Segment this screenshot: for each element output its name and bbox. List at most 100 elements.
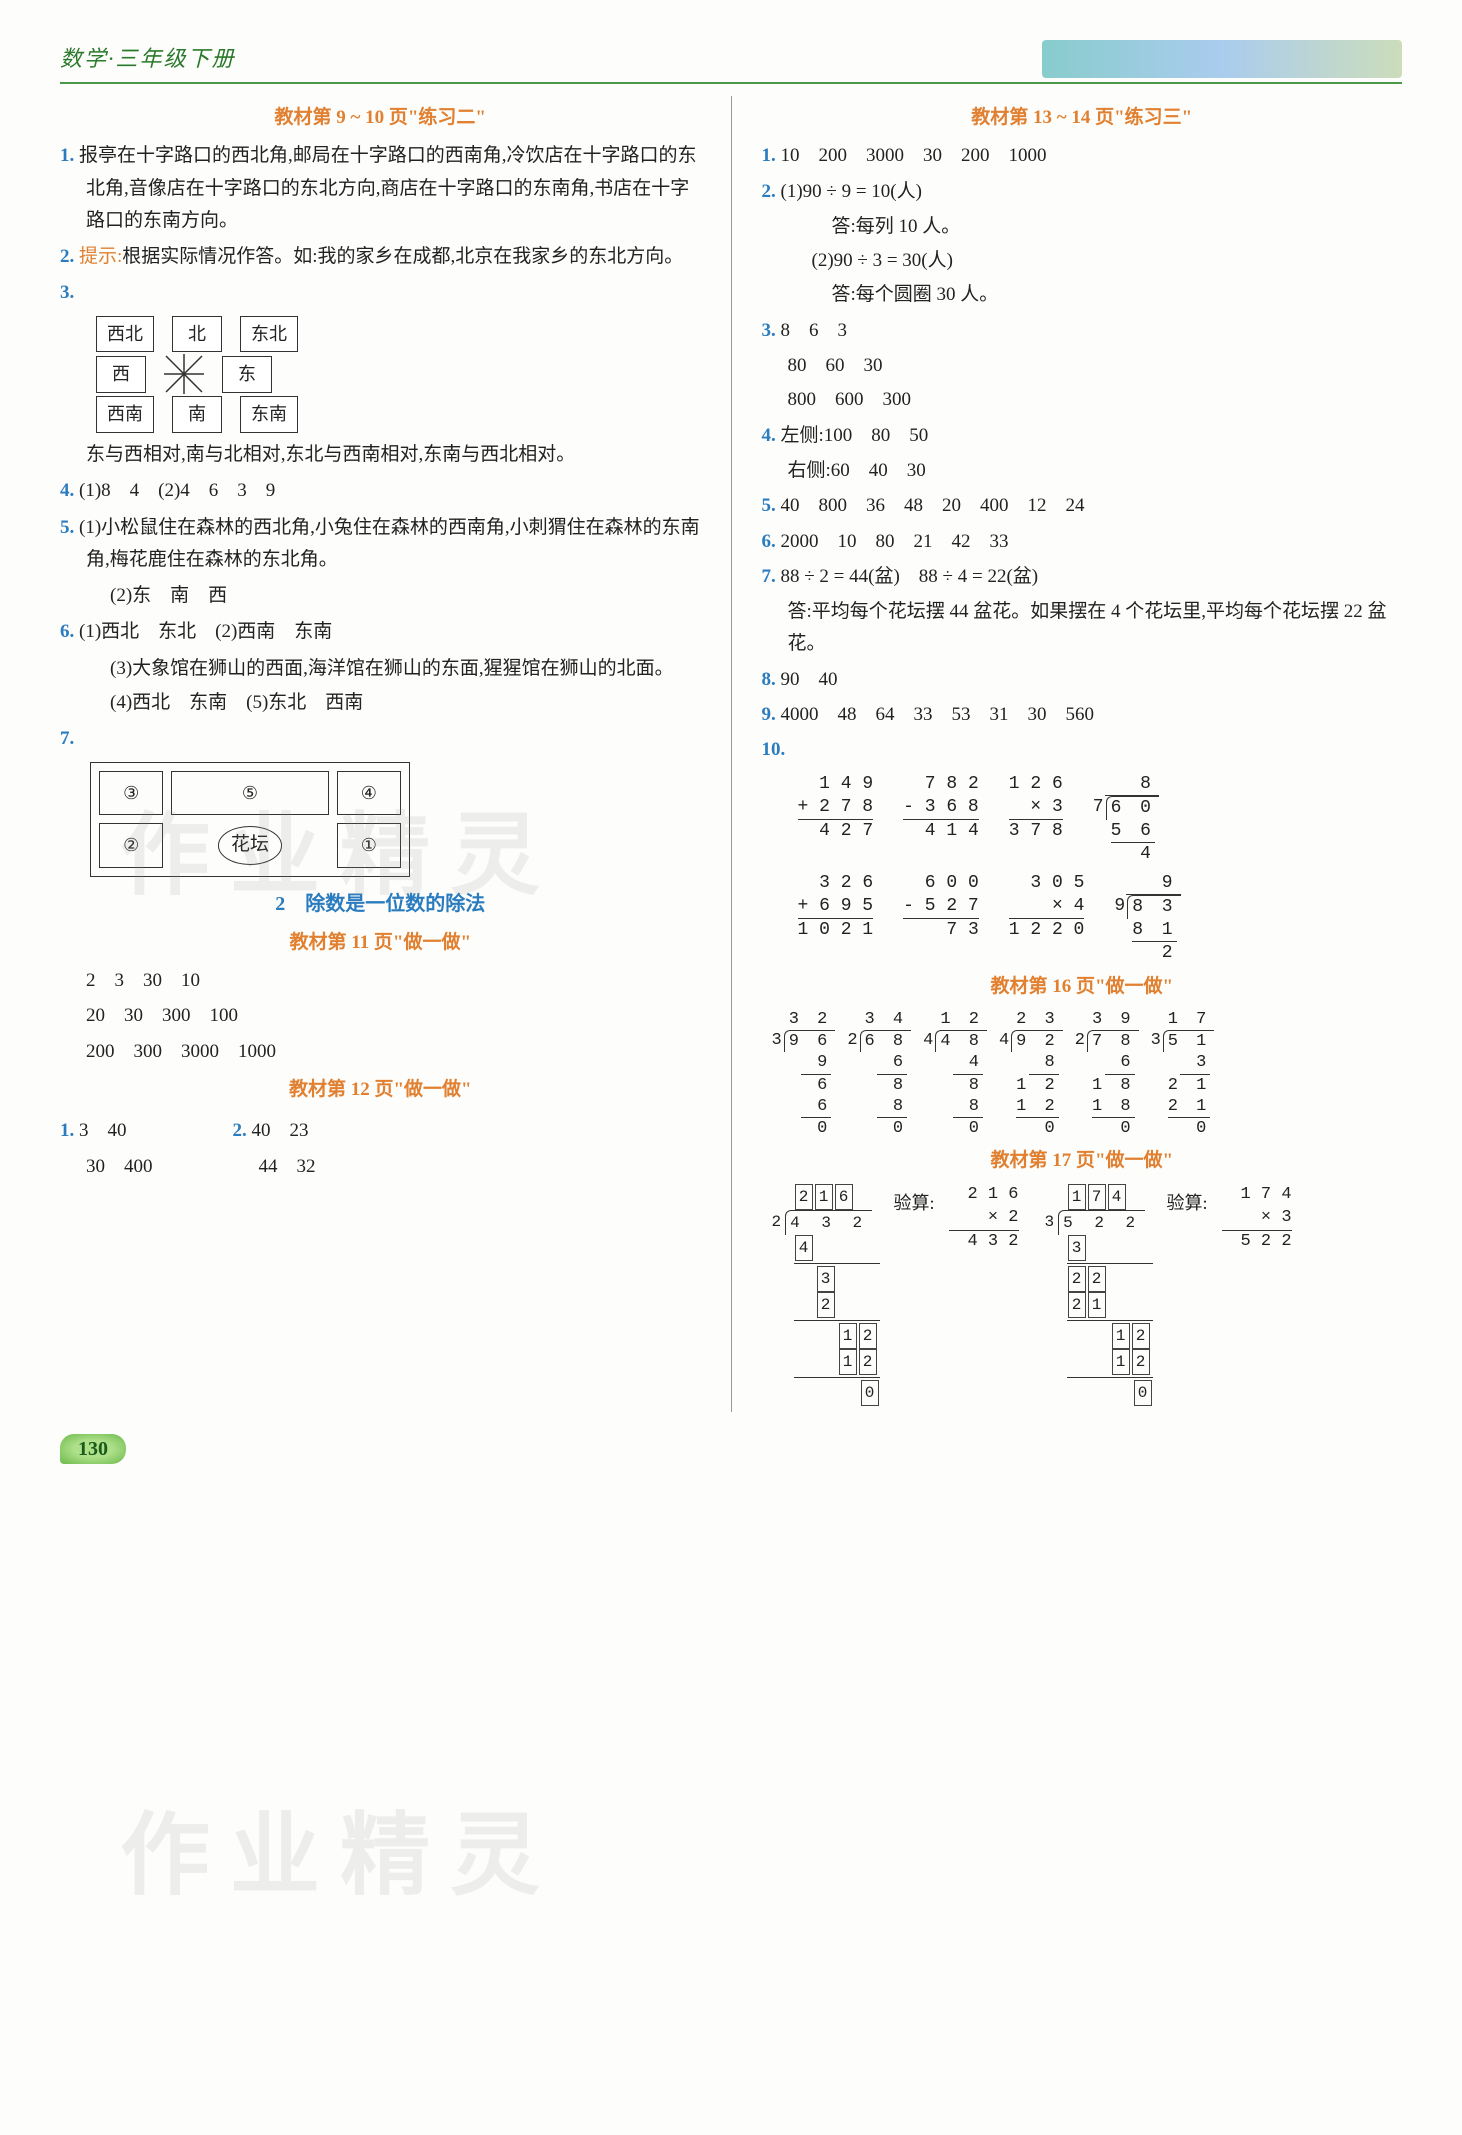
- arith-problem: 7 8 2- 3 6 84 1 4: [903, 773, 979, 866]
- q-num: 1.: [60, 145, 79, 166]
- check-problem: 216 24 3 2 43212120验算:2 1 6× 24 3 2: [772, 1184, 1019, 1406]
- content-columns: 教材第 9 ~ 10 页"练习二" 1. 报亭在十字路口的西北角,邮局在十字路口…: [60, 96, 1402, 1412]
- q2-text: 根据实际情况作答。如:我的家乡在成都,北京在我家乡的东北方向。: [122, 246, 683, 267]
- arith-problem: 1 2 6× 33 7 8: [1009, 773, 1063, 866]
- garden-diagram: ③ ⑤ ④ ② 花坛 ①: [90, 762, 410, 877]
- p17-group: 216 24 3 2 43212120验算:2 1 6× 24 3 2174 3…: [772, 1184, 1403, 1406]
- check-multiplication: 1 7 4× 35 2 2: [1222, 1184, 1292, 1406]
- boxed-longdiv: 216 24 3 2 43212120: [772, 1184, 880, 1406]
- compass-w: 西: [96, 356, 146, 393]
- r-q10: 10.: [762, 734, 1403, 766]
- compass-s: 南: [172, 396, 222, 433]
- garden-oval: 花坛: [218, 826, 282, 864]
- r-q5: 5. 40 800 36 48 20 400 12 24: [762, 490, 1403, 522]
- arith-problem: 3 0 5× 41 2 2 0: [1009, 872, 1085, 965]
- r-q1: 1. 10 200 3000 30 200 1000: [762, 140, 1403, 172]
- longdiv-problem: 9 98 3 8 1 2: [1114, 872, 1180, 965]
- watermark: 作业精灵: [120, 1780, 560, 1933]
- r-q5-text: 40 800 36 48 20 400 12 24: [781, 495, 1085, 516]
- longdiv-problem: 1 7 35 1 3 2 1 2 1 0: [1151, 1009, 1215, 1140]
- boxed-longdiv: 174 35 2 2 3222112120: [1045, 1184, 1153, 1406]
- check-problem: 174 35 2 2 3222112120验算:1 7 4× 35 2 2: [1045, 1184, 1292, 1406]
- longdiv-problem: 3 2 39 6 9 6 6 0: [772, 1009, 836, 1140]
- compass-sw: 西南: [96, 396, 154, 433]
- q-num: 6.: [60, 621, 79, 642]
- q3-text: 东与西相对,南与北相对,东北与西南相对,东南与西北相对。: [60, 439, 701, 471]
- p12-q1a: 3 40: [79, 1120, 127, 1141]
- r-q9-text: 4000 48 64 33 53 31 30 560: [781, 704, 1095, 725]
- q2: 2. 提示:根据实际情况作答。如:我的家乡在成都,北京在我家乡的东北方向。: [60, 241, 701, 273]
- page-number-container: 130: [60, 1432, 1402, 1466]
- page-header: 数学·三年级下册: [60, 40, 1402, 84]
- garden-cell: ④: [337, 771, 401, 816]
- q-num: 9.: [762, 704, 781, 725]
- p12-q2a: 40 23: [252, 1120, 309, 1141]
- page-number: 130: [60, 1434, 126, 1464]
- r-q4: 4. 左侧:100 80 50: [762, 420, 1403, 452]
- longdiv-problem: 2 3 49 2 8 1 2 1 2 0: [999, 1009, 1063, 1140]
- arith-problem: 3 2 6+ 6 9 51 0 2 1: [798, 872, 874, 965]
- garden-center: 花坛: [171, 823, 328, 868]
- arith-problem: 1 4 9+ 2 7 84 2 7: [798, 773, 874, 866]
- section-subtitle: 教材第 12 页"做一做": [60, 1074, 701, 1106]
- longdiv-problem: 8 76 0 5 6 4: [1093, 773, 1159, 866]
- section-title: 教材第 13 ~ 14 页"练习三": [762, 102, 1403, 134]
- q6-4: (4)西北 东南 (5)东北 西南: [60, 687, 701, 719]
- section-subtitle: 教材第 11 页"做一做": [60, 927, 701, 959]
- header-decoration: [1042, 40, 1402, 78]
- q4-text: (1)8 4 (2)4 6 3 9: [79, 480, 275, 501]
- q-num: 5.: [762, 495, 781, 516]
- p12-q1: 1. 3 40: [60, 1115, 153, 1147]
- p12-q1b: 30 400: [60, 1151, 153, 1183]
- r-q3-r1: 8 6 3: [781, 320, 848, 341]
- q1-text: 报亭在十字路口的西北角,邮局在十字路口的西南角,冷饮店在十字路口的东北角,音像店…: [79, 145, 697, 231]
- page-title: 数学·三年级下册: [60, 40, 236, 77]
- q-num: 3.: [60, 282, 74, 303]
- q10-arith-row1: 1 4 9+ 2 7 84 2 7 7 8 2- 3 6 84 1 4 1 2 6×…: [798, 773, 1403, 866]
- r-q3-r2: 80 60 30: [762, 350, 1403, 382]
- r-q6-text: 2000 10 80 21 42 33: [781, 531, 1009, 552]
- p11-r3: 200 300 3000 1000: [60, 1036, 701, 1068]
- r-q8: 8. 90 40: [762, 664, 1403, 696]
- q6-3: (3)大象馆在狮山的西面,海洋馆在狮山的东面,猩猩馆在狮山的北面。: [60, 653, 701, 685]
- q6-1: (1)西北 东北 (2)西南 东南: [79, 621, 332, 642]
- check-multiplication: 2 1 6× 24 3 2: [949, 1184, 1019, 1406]
- r-q7-2: 答:平均每个花坛摆 44 盆花。如果摆在 4 个花坛里,平均每个花坛摆 22 盆…: [762, 596, 1403, 661]
- q10-arith-row2: 3 2 6+ 6 9 51 0 2 16 0 0- 5 2 77 33 0 5×…: [798, 872, 1403, 965]
- p11-r1: 2 3 30 10: [60, 965, 701, 997]
- q-num: 4.: [60, 480, 79, 501]
- q3: 3.: [60, 277, 701, 309]
- longdiv-problem: 3 9 27 8 6 1 8 1 8 0: [1075, 1009, 1139, 1140]
- q-num: 10.: [762, 739, 786, 760]
- compass-diagram: 西北 北 东北 西: [96, 316, 701, 433]
- r-q2-2a: 答:每个圆圈 30 人。: [762, 279, 1403, 311]
- r-q7-1: 88 ÷ 2 = 44(盆) 88 ÷ 4 = 22(盆): [781, 566, 1039, 587]
- q4: 4. (1)8 4 (2)4 6 3 9: [60, 475, 701, 507]
- r-q2: 2. (1)90 ÷ 9 = 10(人): [762, 176, 1403, 208]
- q-num: 7.: [762, 566, 781, 587]
- p12-q2: 2. 40 23: [233, 1115, 316, 1147]
- garden-cell: ②: [99, 823, 163, 868]
- r-q2-1: (1)90 ÷ 9 = 10(人): [781, 181, 922, 202]
- garden-cell: ⑤: [171, 771, 328, 816]
- section-title: 教材第 9 ~ 10 页"练习二": [60, 102, 701, 134]
- p11-r2: 20 30 300 100: [60, 1000, 701, 1032]
- q-num: 6.: [762, 531, 781, 552]
- section-subtitle: 教材第 17 页"做一做": [762, 1145, 1403, 1177]
- r-q1-text: 10 200 3000 30 200 1000: [781, 145, 1047, 166]
- q-num: 1.: [60, 1120, 79, 1141]
- q1: 1. 报亭在十字路口的西北角,邮局在十字路口的西南角,冷饮店在十字路口的东北角,…: [60, 140, 701, 237]
- section-subtitle: 教材第 16 页"做一做": [762, 971, 1403, 1003]
- q-num: 1.: [762, 145, 781, 166]
- q5-2: (2)东 南 西: [60, 580, 701, 612]
- longdiv-problem: 1 2 44 8 4 8 8 0: [923, 1009, 987, 1140]
- compass-n: 北: [172, 316, 222, 353]
- q2-label: 提示:: [79, 246, 122, 267]
- r-q9: 9. 4000 48 64 33 53 31 30 560: [762, 699, 1403, 731]
- column-divider: [731, 96, 732, 1412]
- q6: 6. (1)西北 东北 (2)西南 东南: [60, 616, 701, 648]
- compass-nw: 西北: [96, 316, 154, 353]
- q-num: 5.: [60, 517, 79, 538]
- q-num: 3.: [762, 320, 781, 341]
- garden-cell: ①: [337, 823, 401, 868]
